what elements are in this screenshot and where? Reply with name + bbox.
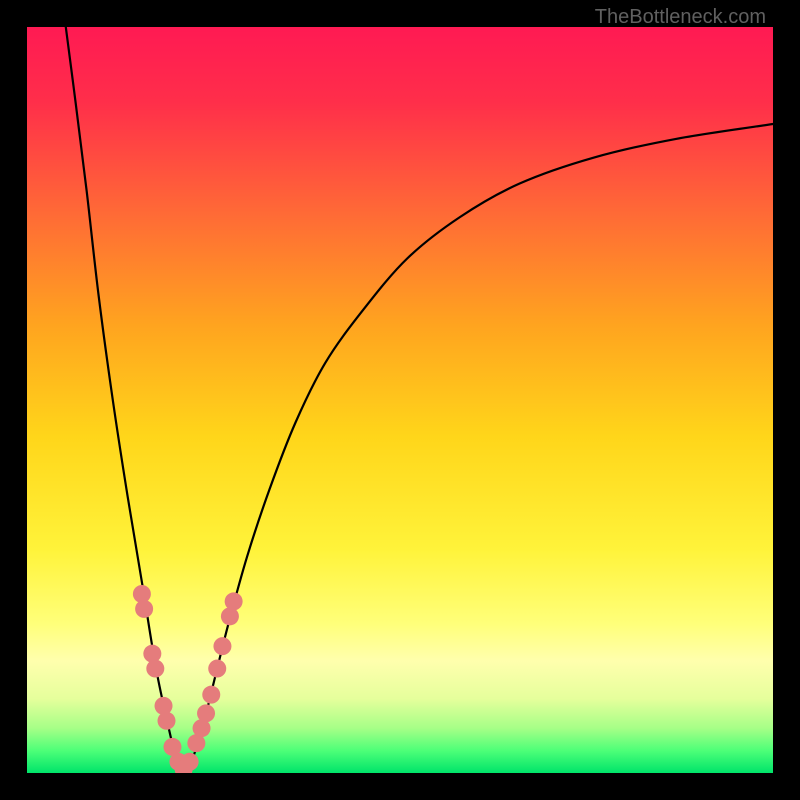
data-marker (155, 697, 173, 715)
data-marker (146, 660, 164, 678)
data-marker (208, 660, 226, 678)
curve-right (184, 124, 773, 773)
data-marker (225, 592, 243, 610)
curve-overlay (27, 27, 773, 773)
data-marker (197, 704, 215, 722)
data-marker (202, 686, 220, 704)
watermark-text: TheBottleneck.com (595, 6, 766, 29)
data-marker (135, 600, 153, 618)
data-marker (213, 637, 231, 655)
marker-group (133, 585, 243, 773)
chart-frame: TheBottleneck.com (0, 0, 800, 800)
data-marker (143, 645, 161, 663)
data-marker (158, 712, 176, 730)
plot-area (27, 27, 773, 773)
curve-left (66, 27, 184, 773)
data-marker (181, 753, 199, 771)
